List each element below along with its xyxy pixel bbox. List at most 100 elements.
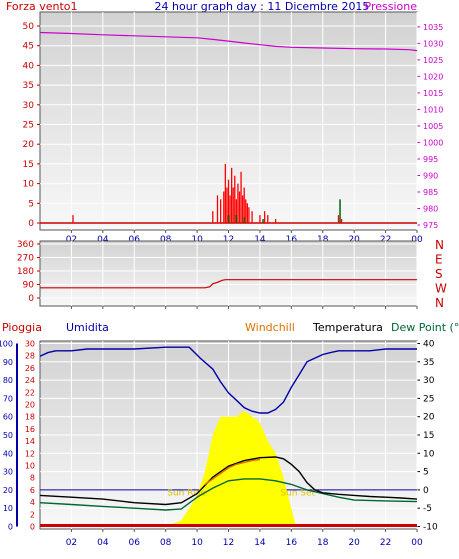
temperature-tick-label: 15 <box>423 431 434 441</box>
pressure-tick-label: 1030 <box>423 39 443 48</box>
x-tick-label: 08 <box>160 235 172 245</box>
x-tick-label: 04 <box>97 538 109 548</box>
pressure-tick-label: 980 <box>423 205 438 214</box>
sunshine-area <box>165 410 296 527</box>
x-tick-label: 02 <box>66 538 77 548</box>
x-tick-label: 18 <box>317 235 329 245</box>
x-tick-label: 06 <box>129 235 141 245</box>
wind-tick-label: 50 <box>23 22 35 32</box>
wind-speed-label: Forza vento1 <box>6 0 78 13</box>
x-tick-label: 12 <box>223 538 234 548</box>
rain-tick-label: 10 <box>25 462 35 471</box>
wind-tick-label: 5 <box>28 199 34 209</box>
compass-label: N <box>435 238 444 252</box>
wind-tick-label: 25 <box>23 121 34 131</box>
rain-tick-label: 30 <box>25 340 35 349</box>
x-tick-label: 10 <box>191 538 203 548</box>
pressure-tick-label: 1005 <box>423 122 443 131</box>
humidity-tick-label: 90 <box>3 358 13 367</box>
direction-tick-label: 270 <box>17 254 34 264</box>
legend-humidity: Umidita <box>66 321 109 334</box>
dewpoint-line <box>39 478 418 511</box>
pressure-tick-label: 1000 <box>423 138 443 147</box>
rain-tick-label: 22 <box>25 388 35 397</box>
legend-rain: Pioggia <box>2 321 42 334</box>
legend-temperature: Temperatura <box>312 321 383 334</box>
pressure-tick-label: 995 <box>423 155 438 164</box>
temperature-tick-label: 5 <box>423 468 429 478</box>
humidity-tick-label: 80 <box>3 376 13 385</box>
pressure-tick-label: 1025 <box>423 56 443 65</box>
temperature-tick-label: 35 <box>423 358 434 368</box>
pressure-tick-label: 985 <box>423 188 438 197</box>
legend-windchill: Windchill <box>245 321 295 334</box>
pressure-label: Pressione <box>365 0 418 13</box>
x-tick-label: 18 <box>317 538 329 548</box>
x-tick-label: 20 <box>348 235 360 245</box>
compass-label: S <box>435 267 443 281</box>
direction-tick-label: 180 <box>17 267 34 277</box>
humidity-tick-label: 50 <box>3 431 13 440</box>
pressure-tick-label: 1020 <box>423 72 443 81</box>
pressure-tick-label: 1010 <box>423 105 443 114</box>
rain-tick-label: 0 <box>30 523 35 532</box>
rain-tick-label: 14 <box>25 437 35 446</box>
wind-tick-label: 15 <box>23 160 34 170</box>
x-tick-label: 00 <box>411 235 423 245</box>
rain-tick-label: 18 <box>25 413 35 422</box>
rain-tick-label: 16 <box>25 425 35 434</box>
windchill-line <box>204 458 260 485</box>
rain-tick-label: 12 <box>25 449 35 458</box>
rain-tick-label: 26 <box>25 364 35 373</box>
wind-tick-label: 30 <box>23 101 35 111</box>
temperature-tick-label: 20 <box>423 413 435 423</box>
wind-tick-label: 40 <box>23 61 35 71</box>
pressure-tick-label: 1035 <box>423 23 443 32</box>
humidity-line <box>39 346 417 414</box>
pressure-tick-label: 1015 <box>423 89 443 98</box>
temperature-tick-label: 0 <box>423 486 429 496</box>
temperature-tick-label: 40 <box>423 340 435 350</box>
x-tick-label: 08 <box>160 538 172 548</box>
humidity-tick-label: 20 <box>3 486 13 495</box>
x-tick-label: 20 <box>348 538 360 548</box>
compass-label: E <box>435 253 443 267</box>
humidity-tick-label: 30 <box>3 468 13 477</box>
temperature-tick-label: 10 <box>423 449 435 459</box>
wind-tick-label: 10 <box>23 180 35 190</box>
temperature-tick-label: 30 <box>423 376 435 386</box>
legend-dewpoint: Dew Point (°C <box>391 321 459 334</box>
x-tick-label: 22 <box>380 538 391 548</box>
pressure-tick-label: 975 <box>423 221 438 230</box>
humidity-tick-label: 40 <box>3 449 13 458</box>
x-tick-label: 14 <box>254 538 266 548</box>
rain-tick-label: 2 <box>30 510 35 519</box>
rain-tick-label: 8 <box>30 474 35 483</box>
humidity-tick-label: 70 <box>3 394 13 403</box>
direction-tick-label: 360 <box>17 240 34 250</box>
wind-tick-label: 20 <box>23 140 35 150</box>
wind-tick-label: 35 <box>23 81 34 91</box>
humidity-tick-label: 10 <box>3 504 13 513</box>
compass-label: W <box>435 282 447 296</box>
x-tick-label: 16 <box>286 235 298 245</box>
humidity-tick-label: 0 <box>8 523 13 532</box>
temperature-tick-label: 25 <box>423 394 434 404</box>
x-tick-label: 22 <box>380 235 391 245</box>
rain-tick-label: 4 <box>30 498 35 507</box>
temperature-line <box>39 456 418 506</box>
rain-tick-label: 24 <box>25 376 35 385</box>
sunrise-label: Sun Rise <box>167 488 206 498</box>
x-tick-label: 16 <box>286 538 298 548</box>
pressure-line <box>39 31 418 52</box>
x-tick-label: 14 <box>254 235 266 245</box>
x-tick-label: 12 <box>223 235 234 245</box>
x-tick-label: 10 <box>191 235 203 245</box>
chart-title: 24 hour graph day : 11 Dicembre 2015 <box>155 0 370 13</box>
humidity-tick-label: 100 <box>0 340 13 349</box>
temperature-tick-label: -5 <box>423 504 432 514</box>
humidity-tick-label: 60 <box>3 413 13 422</box>
x-tick-label: 06 <box>129 538 141 548</box>
